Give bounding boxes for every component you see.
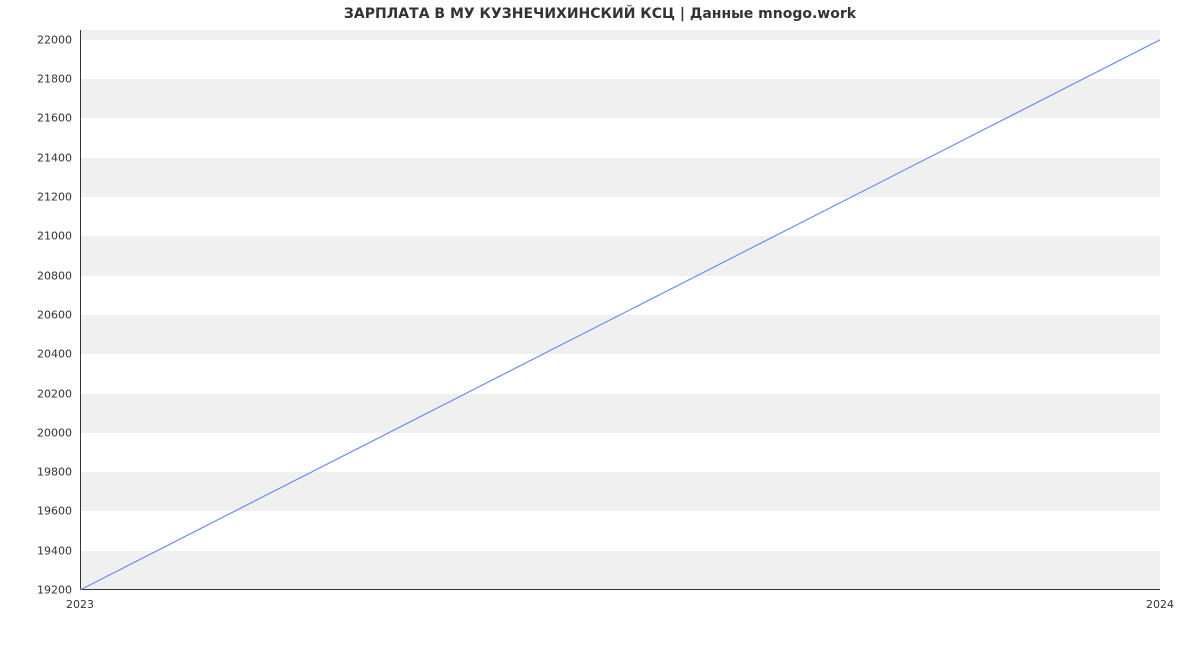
y-tick-label: 20600 (37, 308, 72, 321)
y-tick-label: 20800 (37, 269, 72, 282)
y-tick-label: 21000 (37, 230, 72, 243)
x-tick-label: 2024 (1146, 598, 1174, 611)
y-tick-label: 19200 (37, 584, 72, 597)
y-tick-label: 21600 (37, 112, 72, 125)
y-tick-label: 19800 (37, 466, 72, 479)
chart-title: ЗАРПЛАТА В МУ КУЗНЕЧИХИНСКИЙ КСЦ | Данны… (0, 6, 1200, 22)
series-line-salary (80, 40, 1160, 590)
y-tick-label: 20200 (37, 387, 72, 400)
x-tick-label: 2023 (66, 598, 94, 611)
y-tick-label: 22000 (37, 33, 72, 46)
y-tick-label: 21400 (37, 151, 72, 164)
y-tick-label: 20000 (37, 426, 72, 439)
y-tick-label: 21200 (37, 191, 72, 204)
y-tick-label: 19600 (37, 505, 72, 518)
y-tick-label: 21800 (37, 73, 72, 86)
line-layer (80, 30, 1160, 590)
salary-line-chart: ЗАРПЛАТА В МУ КУЗНЕЧИХИНСКИЙ КСЦ | Данны… (0, 0, 1200, 650)
plot-area: 1920019400196001980020000202002040020600… (80, 30, 1160, 590)
y-tick-label: 20400 (37, 348, 72, 361)
y-tick-label: 19400 (37, 544, 72, 557)
